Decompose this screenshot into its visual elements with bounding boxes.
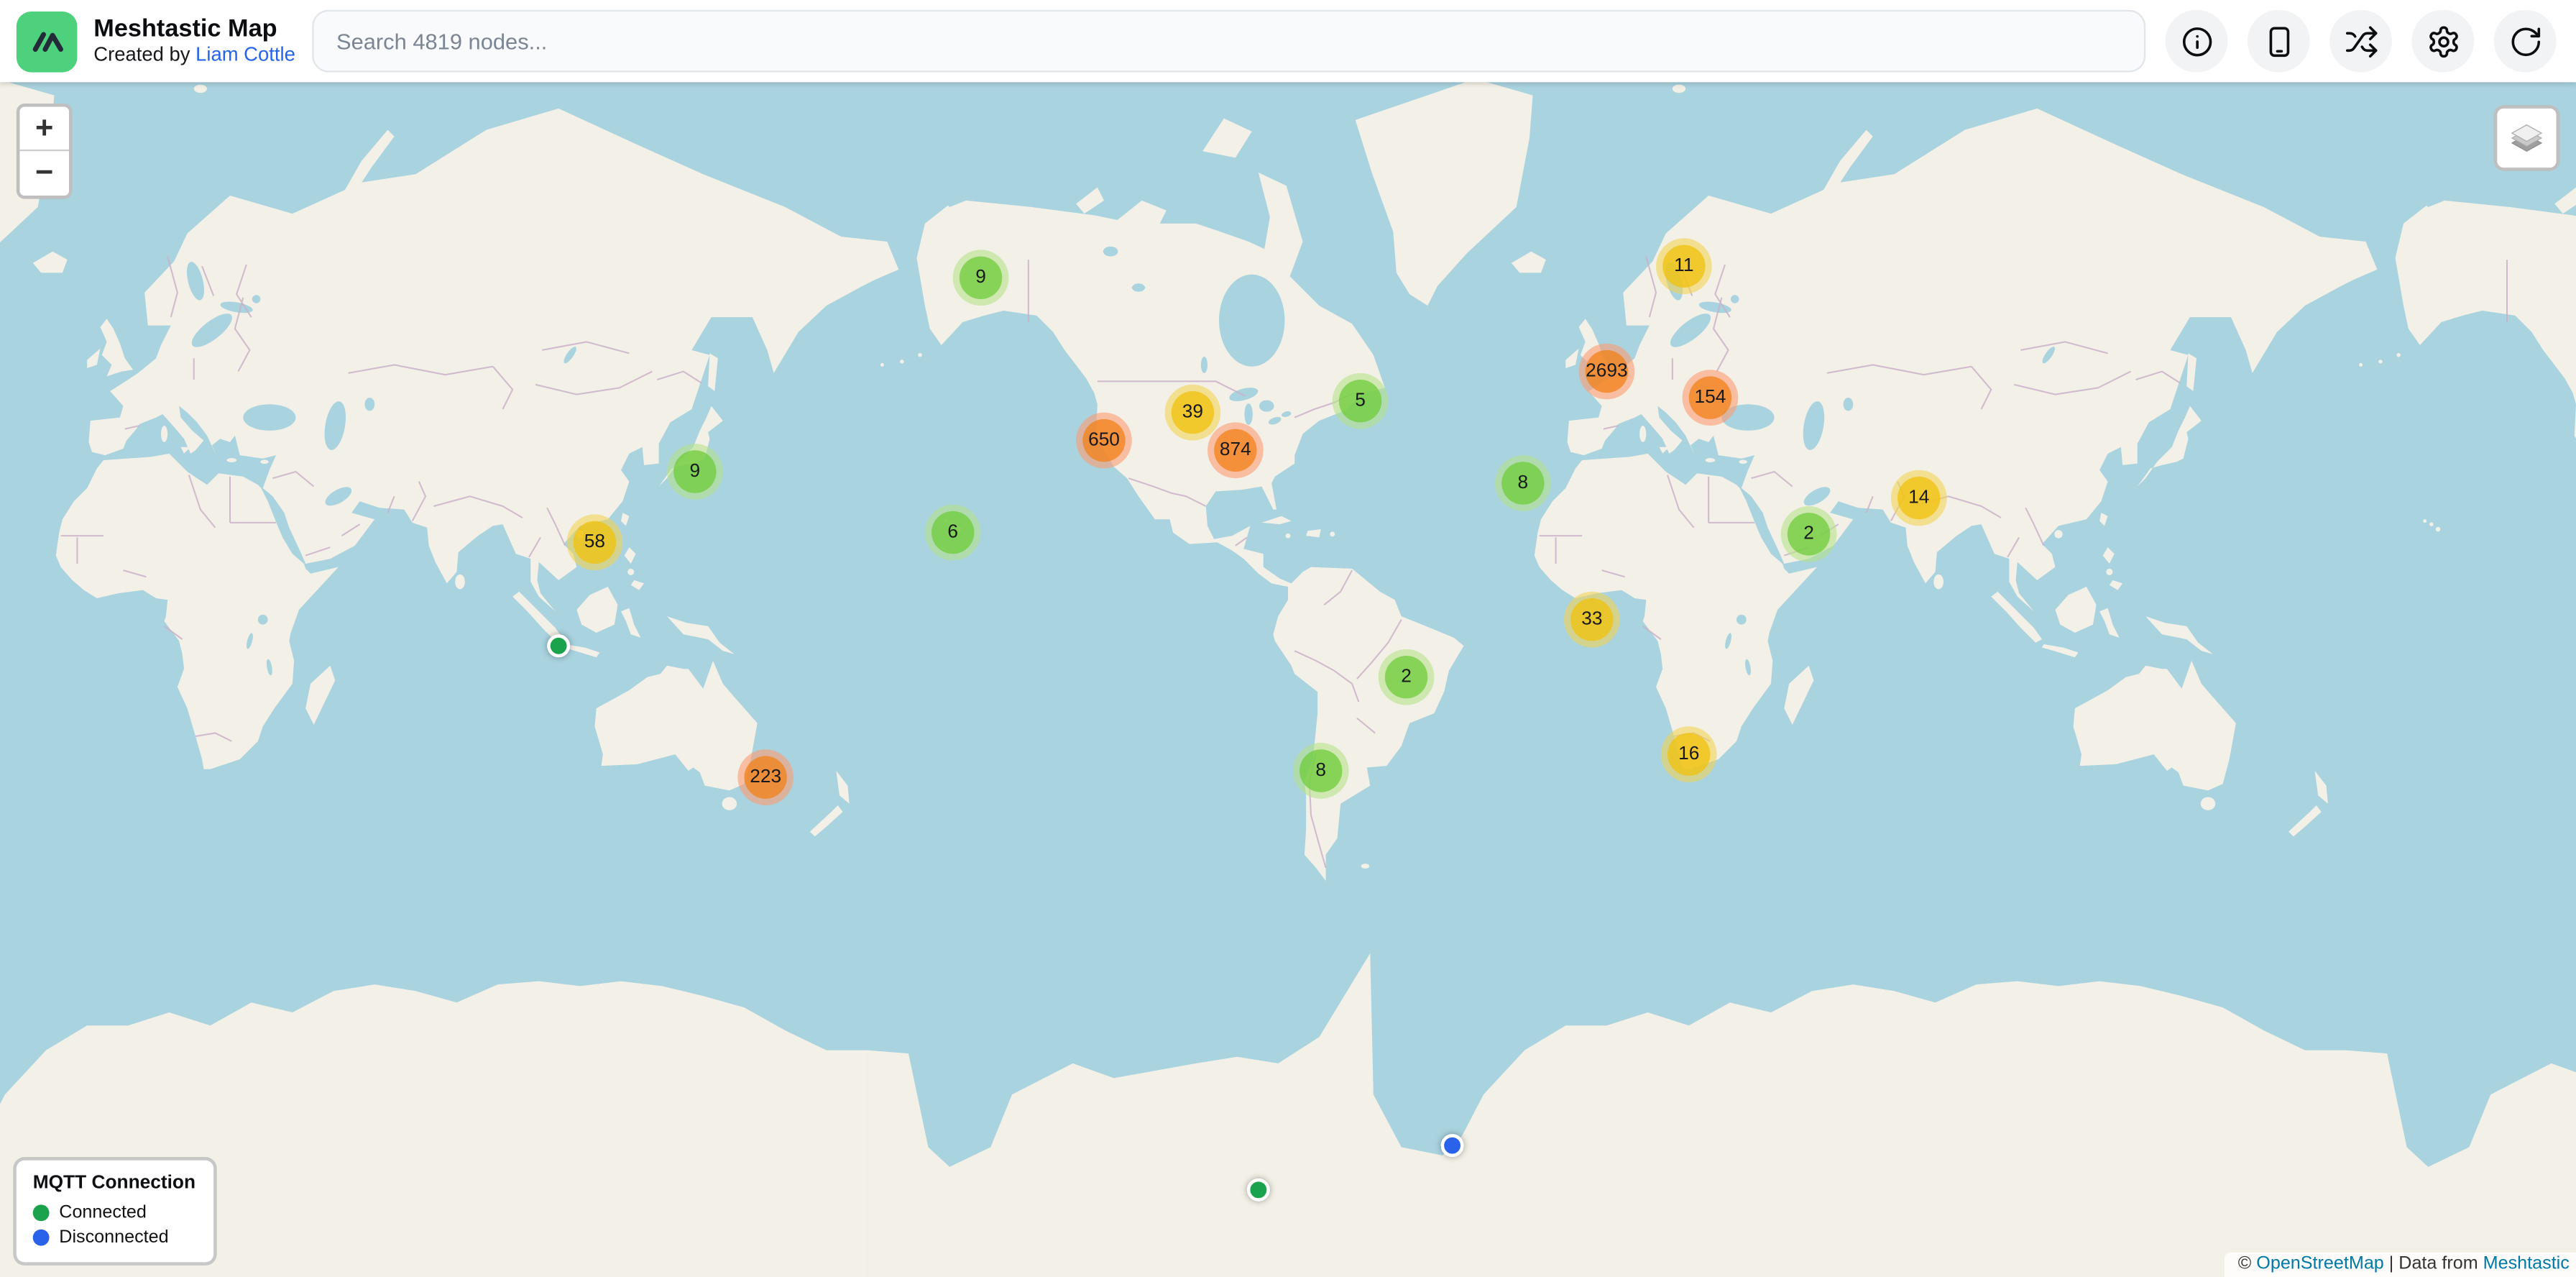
meshtastic-link[interactable]: Meshtastic [2483,1253,2570,1274]
node-cluster[interactable]: 2 [1780,505,1837,562]
random-node-button[interactable] [2329,9,2392,73]
node-marker-connected[interactable] [1246,1178,1270,1202]
node-cluster[interactable]: 16 [1660,726,1717,782]
legend-dot [32,1229,50,1246]
meshtastic-logo-icon [32,32,63,52]
node-cluster[interactable]: 9 [666,444,723,500]
node-cluster[interactable]: 11 [1655,238,1712,295]
map[interactable]: 9 11 2693 154 39 650 874 5 9 8 14 2 58 6 33 2 8 16 223 + −… [0,82,2576,1277]
node-cluster[interactable]: 2693 [1578,343,1635,400]
node-cluster[interactable]: 223 [737,749,794,805]
zoom-in-button[interactable]: + [19,106,69,152]
zoom-out-button[interactable]: − [19,151,69,196]
node-cluster[interactable]: 8 [1292,743,1349,799]
author-link[interactable]: Liam Cottle [196,42,295,65]
layers-control[interactable] [2493,105,2560,171]
node-marker-connected[interactable] [547,634,571,658]
settings-button[interactable] [2411,9,2475,73]
node-cluster[interactable]: 8 [1494,455,1551,511]
node-cluster[interactable]: 154 [1682,370,1739,426]
node-cluster[interactable]: 58 [566,514,623,571]
legend-label: Connected [59,1203,147,1223]
world-basemap [0,82,2576,1277]
legend-title: MQTT Connection [32,1173,196,1194]
node-cluster[interactable]: 39 [1164,384,1221,441]
shuffle-icon [2345,25,2377,57]
refresh-button[interactable] [2493,9,2557,73]
app-header: Meshtastic Map Created by Liam Cottle [0,0,2576,83]
node-marker-disconnected[interactable] [1440,1134,1464,1158]
node-cluster[interactable]: 6 [924,504,981,561]
page-title: Meshtastic Map [93,14,277,43]
info-button[interactable] [2165,9,2228,73]
node-cluster[interactable]: 650 [1076,412,1132,469]
legend-dot [32,1204,50,1222]
title-block: Meshtastic Map Created by Liam Cottle [93,14,295,66]
gear-icon [2429,25,2457,57]
node-cluster[interactable]: 9 [952,250,1009,306]
meshtastic-logo [16,10,78,72]
node-cluster[interactable]: 14 [1890,470,1947,526]
osm-link[interactable]: OpenStreetMap [2256,1253,2384,1274]
attribution: © OpenStreetMap | Data from Meshtastic [2225,1252,2576,1277]
search-input[interactable] [311,9,2146,73]
legend-item: Disconnected [32,1227,196,1248]
node-cluster[interactable]: 33 [1563,591,1620,648]
byline: Created by Liam Cottle [93,42,295,65]
node-cluster[interactable]: 874 [1207,422,1264,479]
zoom-control: + − [16,103,73,199]
smartphone-icon [2268,26,2289,56]
refresh-icon [2511,27,2539,55]
mobile-app-button[interactable] [2247,9,2310,73]
mqtt-legend: MQTT Connection Connected Disconnected [13,1157,217,1265]
legend-label: Disconnected [59,1227,169,1248]
node-cluster[interactable]: 2 [1378,649,1435,705]
layers-icon [2511,124,2543,152]
info-icon [2181,26,2212,56]
node-cluster[interactable]: 5 [1332,372,1389,429]
legend-item: Connected [32,1203,196,1223]
